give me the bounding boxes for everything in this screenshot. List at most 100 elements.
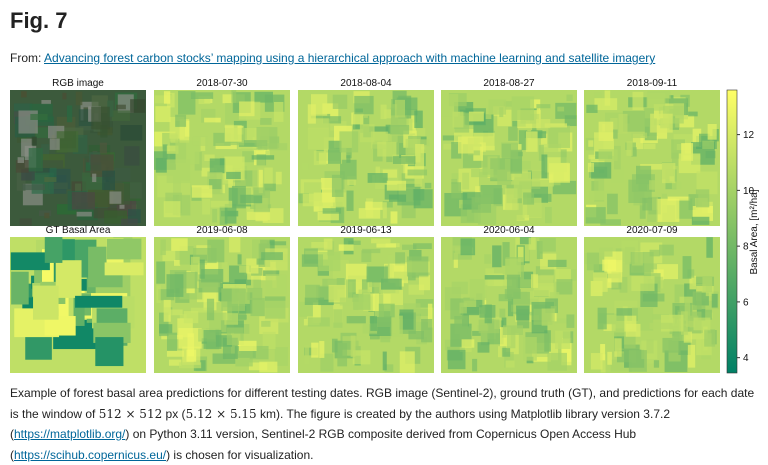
texture (468, 111, 484, 122)
texture (555, 330, 571, 349)
texture (178, 362, 202, 369)
caption-link[interactable]: https://scihub.copernicus.eu/ (14, 447, 167, 462)
texture (504, 351, 514, 368)
texture (159, 324, 173, 334)
texture (209, 179, 222, 190)
texture (610, 359, 632, 372)
texture (221, 262, 228, 282)
texture (427, 303, 433, 328)
texture (507, 297, 514, 317)
texture (409, 249, 422, 261)
texture (566, 94, 573, 102)
texture (323, 238, 333, 250)
texture (256, 154, 267, 166)
texture (224, 313, 239, 325)
texture (382, 351, 387, 371)
texture (156, 285, 161, 303)
texture (224, 125, 242, 142)
texture (685, 320, 695, 328)
panel-title: 2019-06-13 (340, 225, 392, 236)
texture (507, 171, 532, 181)
texture (304, 297, 325, 305)
texture (381, 278, 402, 290)
texture (544, 123, 568, 128)
texture (564, 115, 577, 127)
colorbar-tick-label: 10 (743, 186, 755, 197)
texture (424, 182, 432, 189)
texture (264, 296, 286, 301)
texture (56, 204, 77, 215)
texture (251, 155, 275, 160)
texture (408, 330, 424, 340)
texture (180, 180, 191, 195)
texture (237, 254, 242, 265)
texture (170, 309, 183, 316)
texture (367, 173, 388, 183)
texture (352, 350, 371, 365)
texture (49, 162, 57, 183)
texture (594, 178, 605, 202)
panel-title: 2018-08-04 (340, 78, 392, 89)
texture (460, 306, 480, 316)
texture (106, 238, 142, 260)
texture (44, 316, 76, 336)
texture (252, 170, 265, 191)
texture (622, 110, 645, 132)
texture (304, 345, 309, 364)
texture (339, 297, 364, 306)
texture (636, 165, 652, 185)
texture (321, 187, 335, 203)
texture (649, 322, 673, 330)
texture (476, 293, 483, 308)
texture (696, 171, 718, 195)
texture (503, 101, 513, 107)
panel-image (584, 90, 720, 226)
texture (407, 169, 428, 176)
texture (549, 292, 560, 301)
texture (222, 284, 247, 289)
texture (547, 352, 567, 371)
texture (184, 120, 190, 137)
texture (392, 156, 416, 164)
texture (497, 346, 503, 358)
texture (538, 145, 544, 161)
texture (166, 159, 191, 184)
texture (247, 287, 263, 301)
panel-image (10, 90, 146, 226)
texture (388, 194, 407, 202)
texture (376, 243, 397, 248)
texture (79, 121, 96, 131)
texture (646, 339, 654, 354)
texture (21, 168, 35, 181)
texture (203, 329, 222, 349)
texture (247, 272, 263, 280)
texture (557, 106, 565, 112)
texture (441, 94, 459, 117)
caption: Example of forest basal area predictions… (10, 383, 760, 465)
texture (11, 271, 29, 305)
texture (501, 347, 511, 357)
texture (649, 249, 660, 257)
texture (413, 189, 433, 209)
panel-image (584, 237, 720, 373)
caption-text: 5.12 × 5.15 (185, 406, 257, 421)
texture (642, 197, 653, 211)
texture (33, 285, 59, 320)
texture (258, 169, 263, 194)
panel-image (10, 237, 146, 373)
texture (692, 128, 702, 147)
texture (523, 192, 535, 205)
texture (19, 218, 32, 226)
texture (517, 246, 524, 263)
texture (527, 291, 538, 299)
panel-title: 2018-09-11 (627, 78, 678, 89)
texture (299, 301, 313, 317)
caption-link[interactable]: https://matplotlib.org/ (14, 427, 126, 441)
texture (378, 303, 395, 318)
texture (369, 335, 380, 340)
source-link[interactable]: Advancing forest carbon stocks’ mapping … (44, 51, 656, 65)
texture (171, 238, 188, 251)
texture (619, 276, 628, 293)
texture (702, 140, 715, 149)
texture (162, 250, 176, 262)
